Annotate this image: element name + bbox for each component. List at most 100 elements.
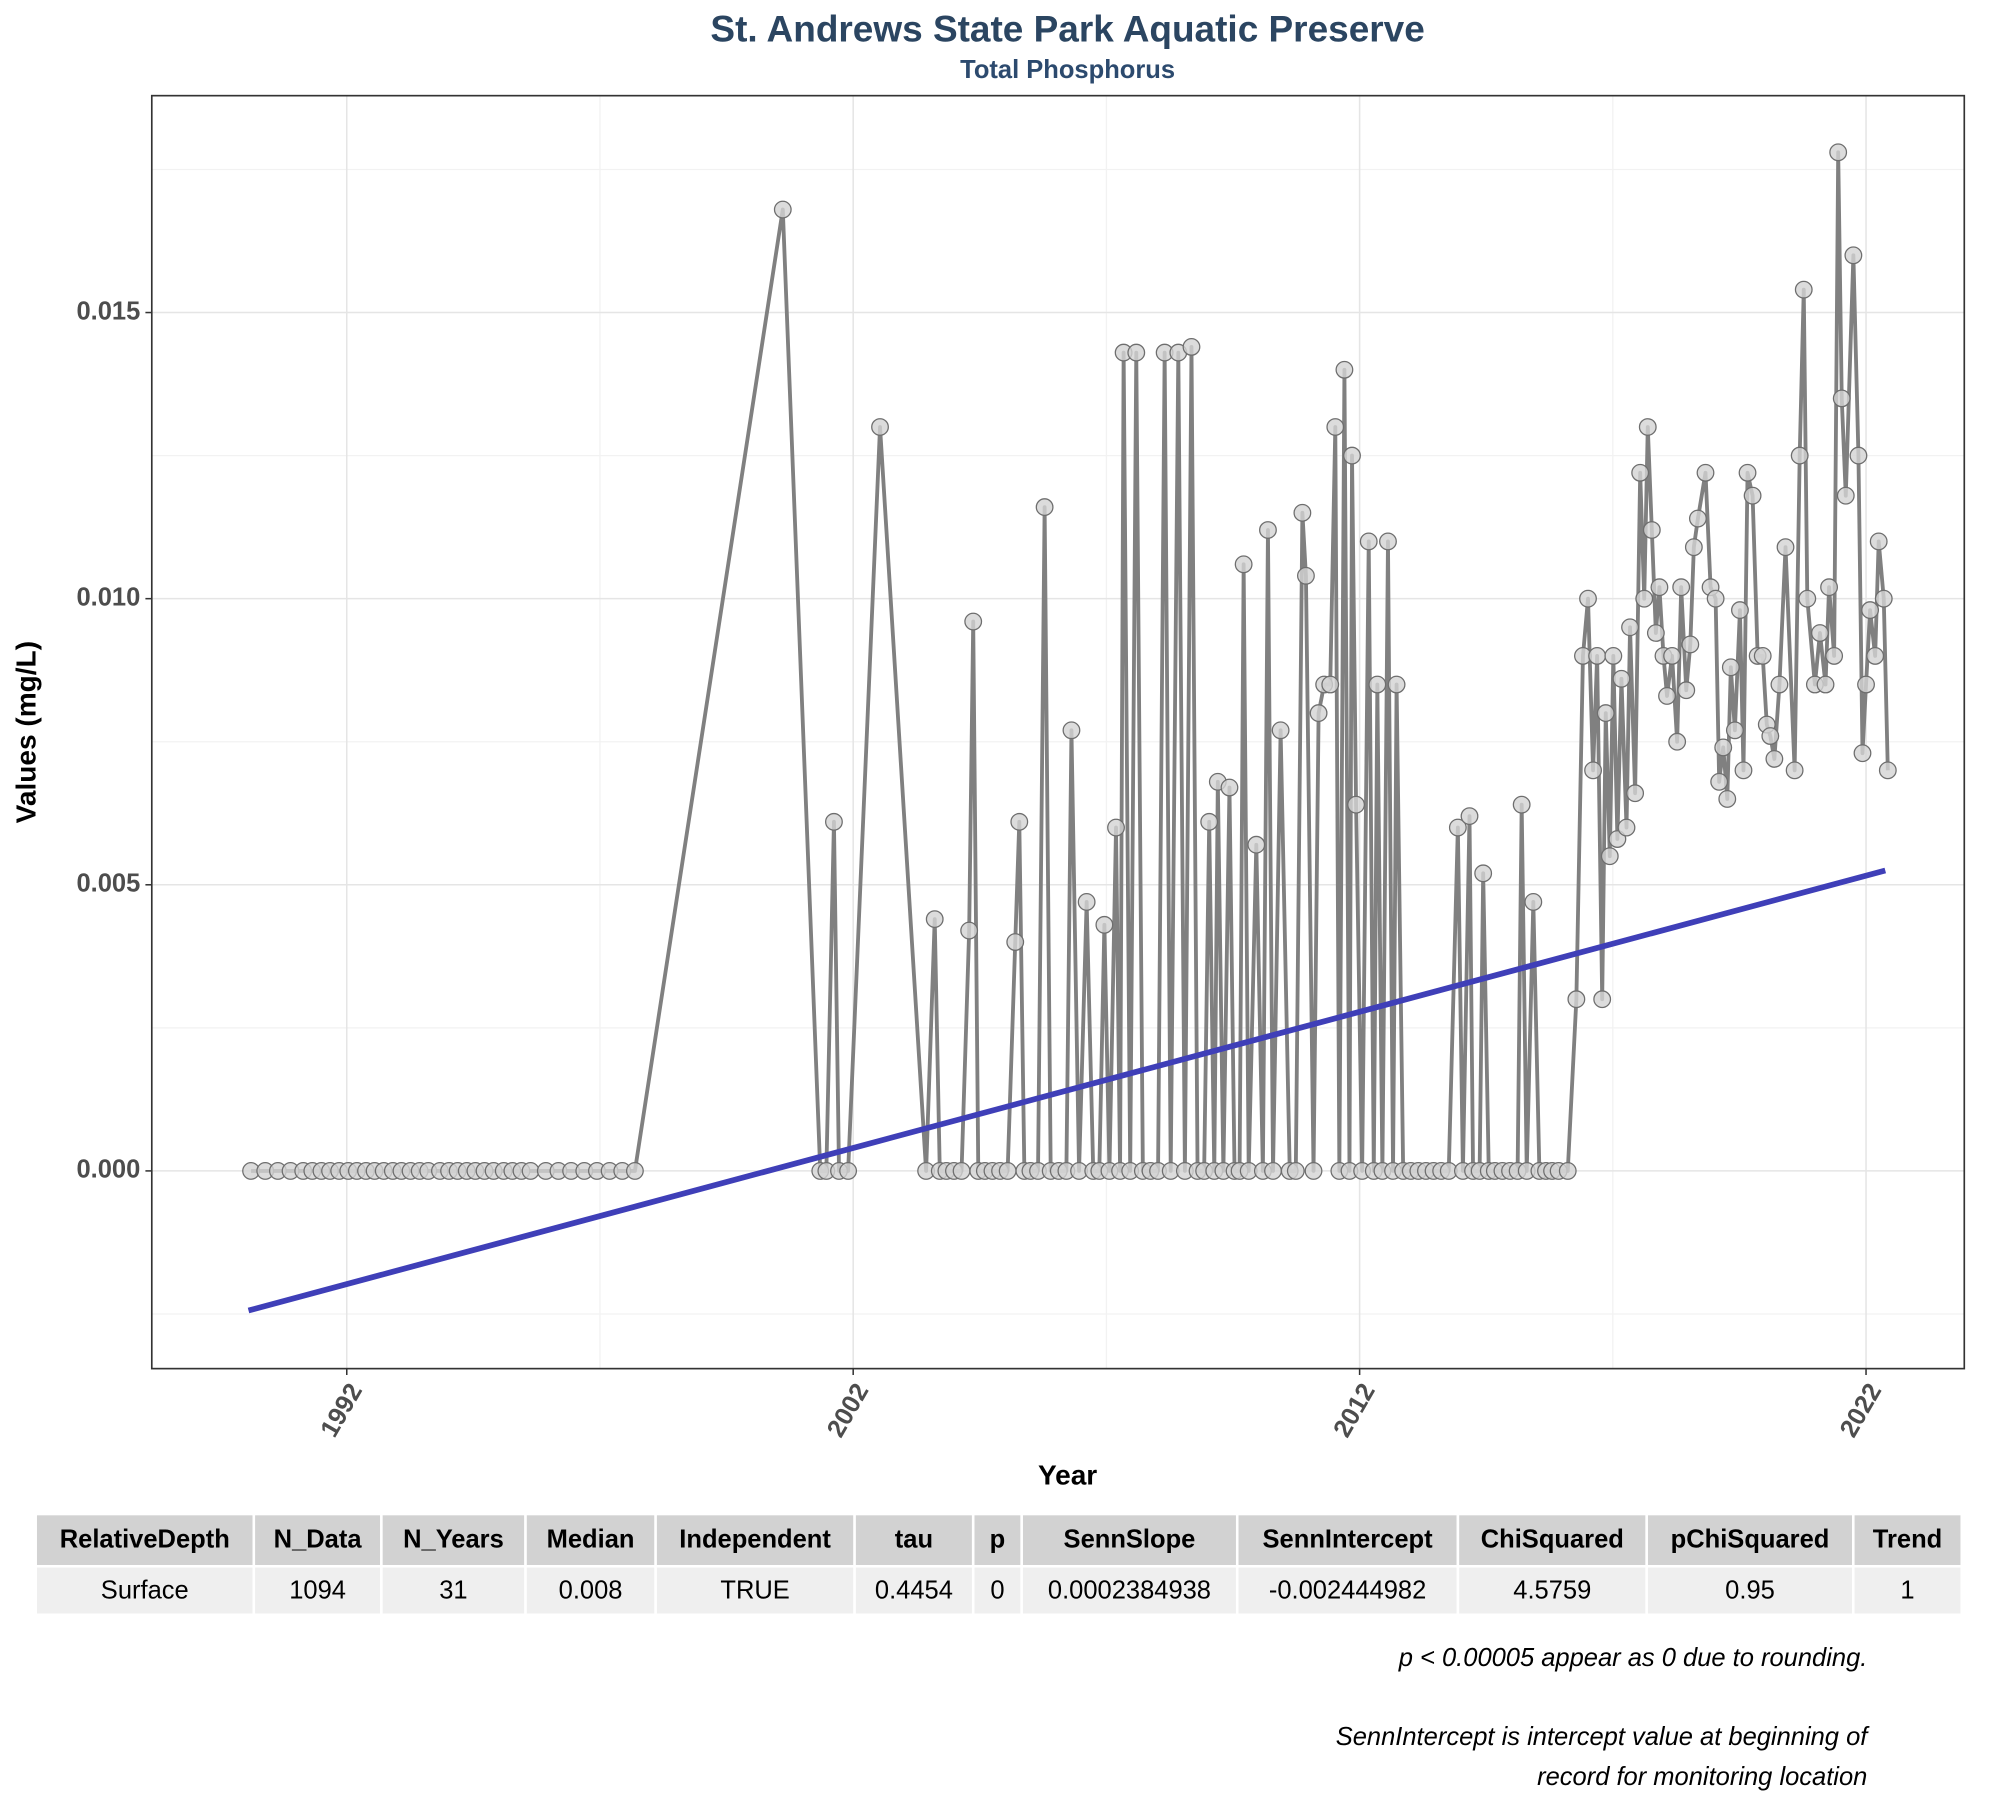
table-cell-text: 0.008 (559, 1577, 623, 1605)
table-cell-text: 4.5759 (1513, 1577, 1591, 1605)
data-point (1638, 418, 1657, 436)
data-point (625, 1161, 644, 1180)
table-header-cell (1645, 1512, 1855, 1568)
data-point (1874, 589, 1893, 608)
data-point (998, 1161, 1017, 1180)
data-point (960, 921, 979, 940)
data-point (1259, 521, 1277, 539)
data-point (1681, 635, 1700, 654)
data-point (1309, 704, 1328, 723)
data-point (1247, 835, 1266, 854)
data-point (1010, 812, 1029, 831)
data-point (1811, 624, 1829, 642)
table-cell-text: 0.4454 (875, 1577, 953, 1605)
data-point (1844, 246, 1863, 265)
data-point (521, 1161, 540, 1180)
data-point (1584, 761, 1603, 780)
data-point (1460, 807, 1479, 826)
data-point (1642, 521, 1661, 539)
data-point (1220, 778, 1239, 797)
data-point (1869, 532, 1888, 551)
table-header-text: tau (895, 1526, 933, 1554)
data-point (1857, 675, 1875, 694)
y-tick-label: 0.000 (76, 1156, 140, 1184)
data-point (1743, 486, 1762, 505)
data-point (1785, 761, 1804, 780)
footnote: p < 0.00005 appear as 0 due to rounding. (1398, 1644, 1868, 1672)
data-point (1710, 772, 1729, 791)
data-point (1035, 498, 1054, 517)
table-header-text: Trend (1873, 1526, 1942, 1554)
data-point (1567, 990, 1586, 1009)
data-point (1816, 675, 1835, 694)
table-cell (971, 1565, 1023, 1617)
data-point (1182, 337, 1201, 356)
data-point (1658, 687, 1676, 705)
stats-table: RelativeDepth N_Data N_Years Median Independ… (34, 1512, 1964, 1617)
table-header-text: SennIntercept (1263, 1526, 1434, 1554)
table-header-text: SennSlope (1064, 1526, 1196, 1554)
table-header-cell (1852, 1512, 1964, 1568)
data-point (1359, 532, 1378, 551)
data-point (1588, 646, 1607, 665)
table-cell (380, 1565, 527, 1617)
data-point (1304, 1161, 1323, 1180)
data-point (1849, 446, 1868, 465)
data-point (1776, 538, 1795, 557)
data-point (1832, 389, 1851, 408)
footnote: SennIntercept is intercept value at begi… (1336, 1723, 1871, 1751)
data-point (1293, 503, 1312, 522)
data-point (1721, 658, 1740, 677)
table-cell (1020, 1565, 1239, 1617)
data-point (1062, 721, 1081, 740)
data-point (1107, 818, 1125, 837)
table-cell-text: 0 (990, 1577, 1004, 1605)
data-point (1347, 795, 1365, 814)
y-tick-label: 0.015 (76, 297, 140, 325)
table-cell (1456, 1565, 1648, 1617)
panel (151, 95, 1965, 1369)
table-cell-text: -0.002444982 (1269, 1577, 1426, 1605)
table-header-text: RelativeDepth (60, 1526, 230, 1554)
table-header-cell (34, 1512, 256, 1568)
panel-border (150, 94, 1966, 1370)
data-point (1663, 646, 1682, 665)
table-header-text: N_Years (403, 1526, 504, 1554)
data-point (1286, 1161, 1305, 1180)
data-point (1264, 1161, 1282, 1180)
data-point (1820, 578, 1838, 597)
data-point (1725, 721, 1744, 740)
table-header-text: ChiSquared (1481, 1526, 1624, 1554)
table-header-cell (1020, 1512, 1239, 1568)
data-point (1646, 624, 1665, 642)
data-point (1770, 675, 1789, 694)
table-cell-text: 1094 (289, 1577, 346, 1605)
data-point (1335, 360, 1354, 379)
table-cell (1235, 1565, 1460, 1617)
data-point (1706, 589, 1725, 608)
chart-title: St. Andrews State Park Aquatic Preserve (710, 9, 1424, 50)
table-header-cell (380, 1512, 527, 1568)
data-point (1604, 646, 1623, 665)
data-point (1761, 727, 1780, 745)
table-header-text: pChiSquared (1671, 1526, 1830, 1554)
table-header-cell (1235, 1512, 1460, 1568)
table-cell (1852, 1565, 1964, 1617)
table-cell-text: 31 (439, 1577, 467, 1605)
data-point (1688, 509, 1707, 528)
data-point (1617, 818, 1636, 837)
data-point (1718, 790, 1737, 808)
data-point (1326, 418, 1345, 436)
table-header-text: Independent (679, 1526, 831, 1554)
data-point (1297, 566, 1315, 585)
data-point (1829, 143, 1848, 162)
y-tick-label: 0.010 (76, 583, 140, 611)
data-point (1798, 589, 1817, 608)
table-header-text: N_Data (274, 1526, 363, 1554)
table-cell-text: 0.95 (1725, 1577, 1775, 1605)
data-point (1200, 812, 1219, 831)
data-point (839, 1161, 858, 1180)
data-point (1343, 446, 1361, 465)
data-point (1612, 669, 1631, 688)
footnote: record for monitoring location (1537, 1763, 1867, 1791)
